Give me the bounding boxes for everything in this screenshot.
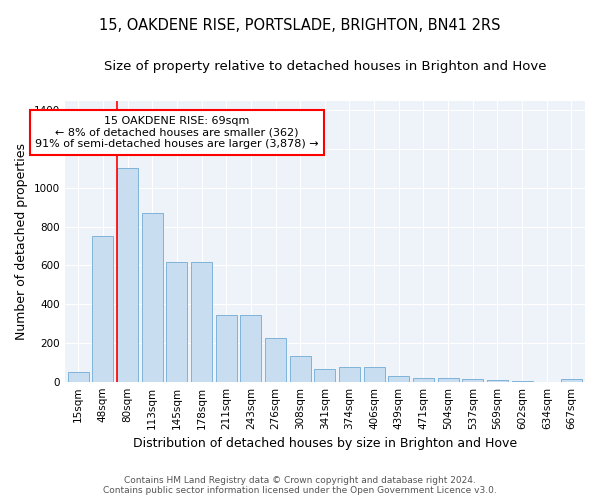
Bar xyxy=(413,378,434,382)
Bar xyxy=(216,315,236,382)
Bar xyxy=(487,380,508,382)
Bar xyxy=(68,372,89,382)
Bar xyxy=(561,379,582,382)
Bar xyxy=(265,338,286,382)
Bar xyxy=(92,236,113,382)
Bar xyxy=(463,379,483,382)
Bar xyxy=(339,367,360,382)
Y-axis label: Number of detached properties: Number of detached properties xyxy=(15,142,28,340)
Bar xyxy=(314,369,335,382)
Title: Size of property relative to detached houses in Brighton and Hove: Size of property relative to detached ho… xyxy=(104,60,546,73)
Bar xyxy=(117,168,138,382)
Bar xyxy=(166,262,187,382)
Bar xyxy=(191,262,212,382)
Bar xyxy=(142,213,163,382)
Text: Contains HM Land Registry data © Crown copyright and database right 2024.
Contai: Contains HM Land Registry data © Crown c… xyxy=(103,476,497,495)
Text: 15, OAKDENE RISE, PORTSLADE, BRIGHTON, BN41 2RS: 15, OAKDENE RISE, PORTSLADE, BRIGHTON, B… xyxy=(99,18,501,32)
Text: 15 OAKDENE RISE: 69sqm
← 8% of detached houses are smaller (362)
91% of semi-det: 15 OAKDENE RISE: 69sqm ← 8% of detached … xyxy=(35,116,319,149)
Bar xyxy=(290,356,311,382)
X-axis label: Distribution of detached houses by size in Brighton and Hove: Distribution of detached houses by size … xyxy=(133,437,517,450)
Bar xyxy=(437,378,458,382)
Bar xyxy=(388,376,409,382)
Bar xyxy=(241,315,262,382)
Bar xyxy=(512,380,533,382)
Bar xyxy=(364,367,385,382)
